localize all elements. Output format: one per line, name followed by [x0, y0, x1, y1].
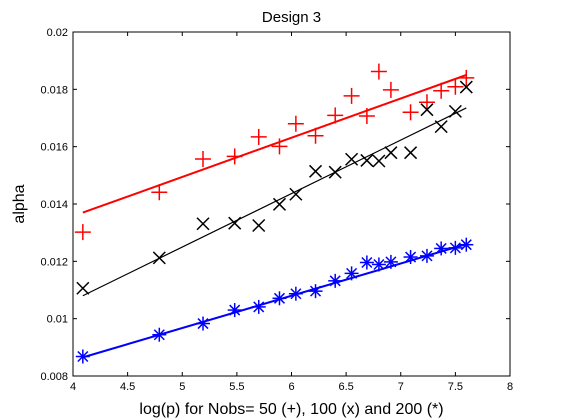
- data-point: [196, 316, 211, 331]
- data-point: [272, 291, 287, 306]
- data-point: [75, 349, 90, 364]
- data-point: [359, 255, 374, 270]
- data-markers: [74, 63, 475, 364]
- data-point: [271, 138, 288, 155]
- fit-line: [82, 243, 467, 359]
- data-point: [308, 284, 323, 299]
- y-axis-label: alpha: [11, 184, 28, 223]
- y-tick-label: 0.014: [40, 199, 68, 211]
- data-point: [447, 78, 464, 95]
- data-point: [76, 281, 90, 295]
- data-point: [382, 81, 399, 98]
- data-point: [419, 248, 434, 263]
- data-point: [307, 127, 324, 144]
- data-point: [195, 150, 212, 167]
- data-point: [328, 273, 343, 288]
- y-tick-label: 0.02: [47, 27, 68, 39]
- x-tick-label: 4: [70, 381, 76, 393]
- data-point: [251, 299, 266, 314]
- data-point: [288, 286, 303, 301]
- x-tick-label: 5: [179, 381, 185, 393]
- data-point: [360, 153, 374, 167]
- data-point: [343, 87, 360, 104]
- data-point: [289, 187, 303, 201]
- data-point: [345, 152, 359, 166]
- data-point: [448, 240, 463, 255]
- data-point: [434, 120, 448, 134]
- plot-area: [73, 32, 510, 376]
- x-tick-label: 5.5: [229, 381, 244, 393]
- x-tick-label: 6: [288, 381, 294, 393]
- data-point: [448, 104, 462, 118]
- y-axis-ticks: 0.008 0.01 0.012 0.014 0.016 0.018 0.02: [40, 27, 510, 383]
- data-point: [370, 63, 387, 80]
- data-point: [227, 303, 242, 318]
- data-point: [152, 327, 167, 342]
- x-tick-label: 6.5: [338, 381, 353, 393]
- data-point: [418, 94, 435, 111]
- data-point: [358, 107, 375, 124]
- data-point: [152, 251, 166, 265]
- data-point: [228, 216, 242, 230]
- data-point: [252, 218, 266, 233]
- data-point: [250, 128, 267, 145]
- data-point: [402, 104, 419, 121]
- data-point: [384, 146, 398, 160]
- x-tick-label: 7: [398, 381, 404, 393]
- y-tick-label: 0.008: [40, 371, 68, 383]
- data-point: [458, 69, 475, 86]
- data-point: [196, 217, 210, 231]
- data-point: [74, 224, 91, 241]
- data-point: [403, 250, 418, 265]
- fit-line: [82, 74, 467, 214]
- data-point: [226, 148, 243, 165]
- data-point: [327, 107, 344, 124]
- data-point: [383, 254, 398, 269]
- data-point: [404, 146, 418, 160]
- fit-lines: [82, 74, 467, 359]
- data-point: [434, 241, 449, 256]
- data-point: [420, 103, 434, 117]
- data-point: [371, 257, 386, 272]
- chart-title: Design 3: [262, 9, 321, 26]
- fit-line: [82, 107, 467, 297]
- data-point: [151, 184, 168, 201]
- y-tick-label: 0.018: [40, 84, 68, 96]
- x-tick-label: 7.5: [448, 381, 463, 393]
- data-point: [459, 80, 473, 94]
- data-point: [459, 237, 474, 252]
- data-point: [433, 82, 450, 99]
- data-point: [328, 165, 342, 179]
- data-point: [309, 164, 323, 178]
- x-axis-label: log(p) for Nobs= 50 (+), 100 (x) and 200…: [139, 401, 443, 418]
- data-point: [344, 266, 359, 281]
- y-tick-label: 0.016: [40, 142, 68, 154]
- x-tick-label: 4.5: [120, 381, 135, 393]
- y-tick-label: 0.012: [40, 256, 68, 268]
- data-point: [372, 154, 386, 168]
- x-tick-label: 8: [507, 381, 513, 393]
- data-point: [272, 197, 287, 211]
- x-axis-ticks: 4 4.5 5 5.5 6 6.5 7 7.5 8: [70, 32, 513, 393]
- y-tick-label: 0.01: [47, 314, 68, 326]
- data-point: [287, 115, 304, 132]
